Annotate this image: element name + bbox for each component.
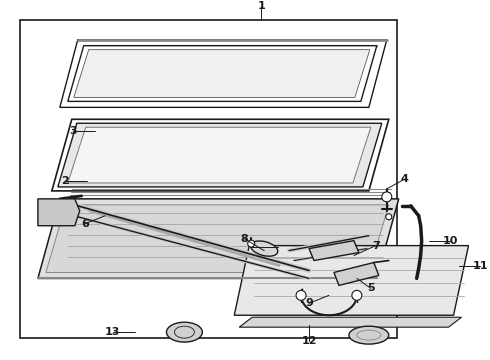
Text: 3: 3 [70,126,77,136]
Circle shape [352,291,362,300]
Circle shape [296,291,306,300]
Polygon shape [60,40,387,107]
Circle shape [382,192,392,202]
Circle shape [248,240,255,247]
Polygon shape [234,246,468,315]
Text: 6: 6 [81,219,89,229]
Ellipse shape [250,241,278,256]
Polygon shape [58,123,382,187]
Text: 13: 13 [105,327,121,337]
Text: 12: 12 [301,336,317,346]
Polygon shape [239,317,462,327]
Circle shape [386,214,392,220]
Text: 5: 5 [367,283,375,293]
Polygon shape [46,205,389,273]
Ellipse shape [349,326,389,344]
Text: 9: 9 [305,298,313,308]
Text: 1: 1 [257,1,265,11]
Text: 8: 8 [241,234,248,244]
Polygon shape [38,199,399,278]
Text: 2: 2 [61,176,69,186]
Polygon shape [68,127,371,183]
Polygon shape [334,262,379,285]
Polygon shape [74,50,370,98]
Polygon shape [309,240,359,261]
Polygon shape [52,119,389,191]
Text: 11: 11 [473,261,488,270]
Text: 10: 10 [443,236,458,246]
Polygon shape [68,46,377,102]
Text: 7: 7 [372,240,380,251]
Text: 4: 4 [401,174,409,184]
Polygon shape [38,199,80,226]
Bar [20,20,397,338]
Ellipse shape [167,322,202,342]
